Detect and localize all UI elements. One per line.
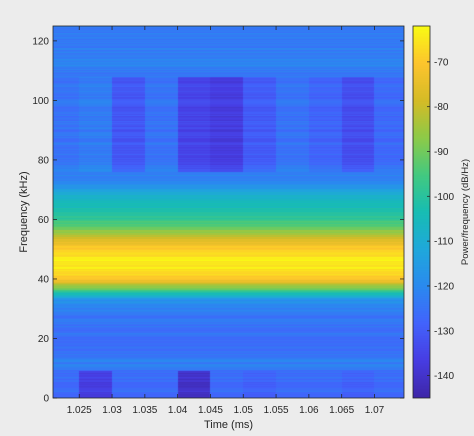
heatmap-plot bbox=[53, 26, 404, 398]
x-tick-label: 1.025 bbox=[67, 405, 92, 416]
colorbar-ticks: -140 -130 -120 -110 -100 -90 -80 -70 bbox=[427, 57, 454, 382]
colorbar-tick-label: -110 bbox=[434, 237, 454, 248]
y-axis-ticks: 0 20 40 60 80 100 120 bbox=[32, 36, 404, 405]
plot-frame bbox=[52, 25, 405, 399]
y-tick-label: 80 bbox=[38, 155, 50, 166]
y-axis-label: Frequency (kHz) bbox=[18, 171, 30, 252]
y-tick-label: 120 bbox=[32, 36, 49, 47]
colorbar-tick-label: -140 bbox=[434, 371, 454, 382]
y-tick-label: 0 bbox=[43, 394, 49, 405]
colorbar-tick-label: -100 bbox=[434, 192, 454, 203]
colorbar-frame bbox=[412, 25, 431, 399]
colorbar-label: Power/frequency (dB/Hz) bbox=[460, 159, 471, 265]
x-tick-label: 1.06 bbox=[299, 405, 319, 416]
x-axis-label: Time (ms) bbox=[204, 419, 253, 431]
y-tick-label: 60 bbox=[38, 215, 50, 226]
colorbar-tick-label: -120 bbox=[434, 281, 454, 292]
x-tick-label: 1.07 bbox=[365, 405, 385, 416]
colorbar-tick-label: -130 bbox=[434, 326, 454, 337]
colorbar-tick-label: -70 bbox=[434, 57, 449, 68]
colorbar-tick-label: -80 bbox=[434, 102, 449, 113]
y-tick-label: 20 bbox=[38, 334, 50, 345]
y-tick-label: 100 bbox=[32, 96, 49, 107]
x-axis-ticks: 1.025 1.03 1.035 1.04 1.045 1.05 1.055 1.06 1.06… bbox=[67, 26, 385, 416]
x-tick-label: 1.065 bbox=[329, 405, 354, 416]
colorbar bbox=[413, 26, 430, 398]
x-tick-label: 1.045 bbox=[198, 405, 223, 416]
x-tick-label: 1.04 bbox=[168, 405, 188, 416]
y-tick-label: 40 bbox=[38, 274, 50, 285]
x-tick-label: 1.035 bbox=[132, 405, 157, 416]
colorbar-tick-label: -90 bbox=[434, 147, 449, 158]
x-tick-label: 1.055 bbox=[264, 405, 289, 416]
x-tick-label: 1.03 bbox=[102, 405, 122, 416]
x-tick-label: 1.05 bbox=[234, 405, 254, 416]
